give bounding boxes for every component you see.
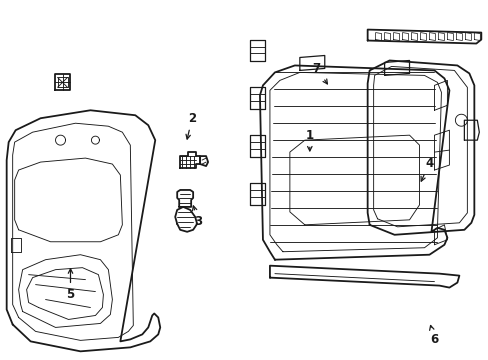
Text: 2: 2 — [185, 112, 196, 139]
Text: 4: 4 — [420, 157, 433, 181]
Text: 5: 5 — [66, 269, 75, 301]
Text: 1: 1 — [305, 129, 313, 151]
Text: 7: 7 — [312, 62, 327, 84]
Text: 6: 6 — [429, 325, 438, 346]
Text: 3: 3 — [192, 206, 202, 228]
